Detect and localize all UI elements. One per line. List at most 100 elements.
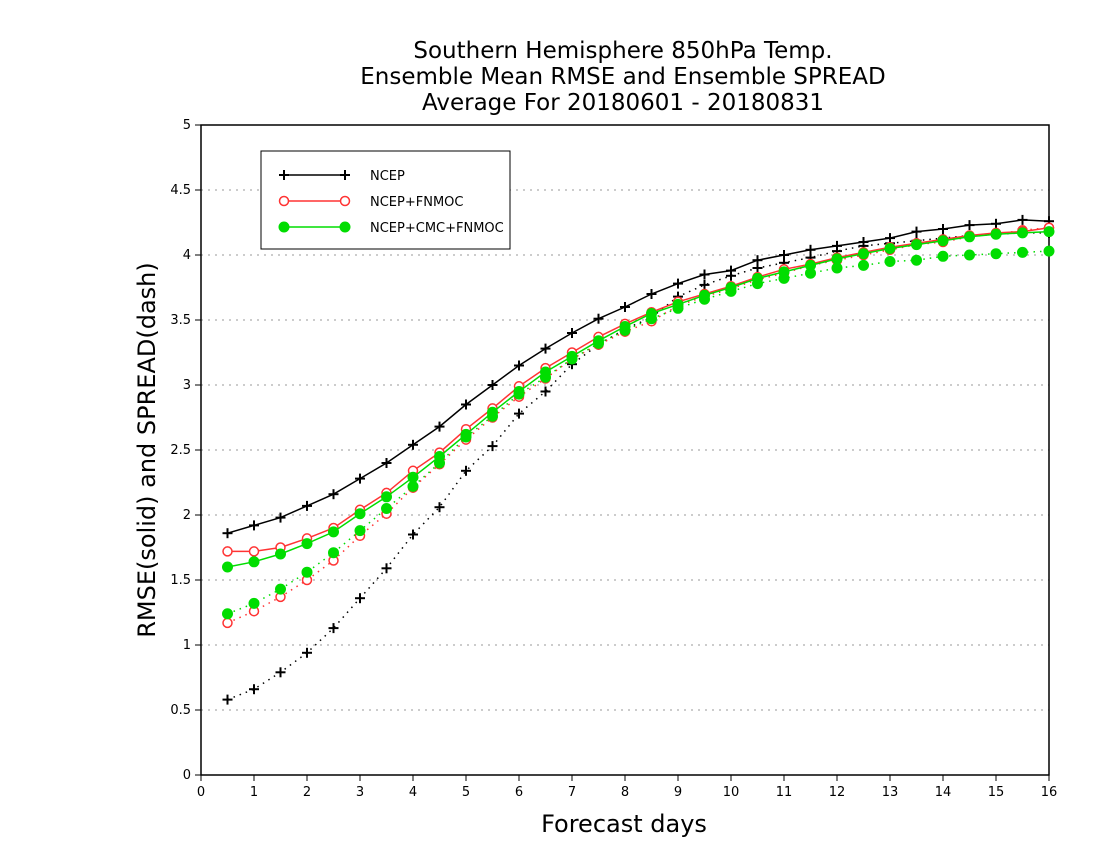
data-point <box>301 566 313 578</box>
series-2-spread <box>222 245 1055 620</box>
y-tick-label: 3 <box>183 378 191 393</box>
legend-marker <box>339 195 351 207</box>
data-point <box>646 289 657 299</box>
data-point <box>646 308 657 319</box>
data-point <box>699 289 710 301</box>
y-tick-label: 2 <box>183 508 191 523</box>
axis-ticks: 00.511.522.533.544.550 1 2 3 4 5 6 7 8 9 10 11 12 13 1… <box>170 118 1057 800</box>
y-tick-label: 2.5 <box>170 443 191 458</box>
data-point <box>858 237 869 247</box>
data-point <box>540 366 551 378</box>
series-0-spread <box>222 227 1054 705</box>
data-point <box>487 380 498 390</box>
legend-marker <box>278 195 290 207</box>
y-tick-label: 3.5 <box>170 313 191 328</box>
x-tick-label: 9 <box>674 785 682 800</box>
data-point <box>302 647 312 658</box>
data-point <box>408 529 418 540</box>
series-line-spread <box>227 250 1050 615</box>
data-point <box>1017 214 1028 225</box>
y-tick-label: 4 <box>183 248 191 263</box>
y-tick-label: 5 <box>183 118 191 133</box>
data-point <box>355 473 365 484</box>
series-2-rmse <box>222 226 1055 573</box>
data-point <box>408 439 418 450</box>
series-1-rmse <box>222 222 1055 557</box>
data-point <box>964 231 975 243</box>
data-point <box>487 406 498 418</box>
legend-label: NCEP <box>370 169 405 184</box>
data-point <box>938 224 948 234</box>
title-line-3: Average For 20180601 - 20180831 <box>422 90 824 116</box>
data-point <box>964 220 975 231</box>
y-axis-label: RMSE(solid) and SPREAD(dash) <box>133 262 161 638</box>
x-tick-label: 6 <box>515 785 523 800</box>
data-point <box>620 302 630 312</box>
data-point <box>407 480 419 492</box>
title-line-2: Ensemble Mean RMSE and Ensemble SPREAD <box>360 64 885 90</box>
x-tick-label: 0 <box>197 785 205 800</box>
chart-title: Southern Hemisphere 850hPa Temp. Ensembl… <box>360 38 885 116</box>
x-tick-label: 2 <box>303 785 311 800</box>
x-tick-label: 13 <box>882 785 899 800</box>
data-point <box>222 608 233 620</box>
x-tick-label: 8 <box>621 785 629 800</box>
data-point <box>964 249 975 261</box>
data-point <box>1043 226 1055 238</box>
legend: NCEP NCEP+FNMOC NCEP+CMC+FNMOC <box>260 150 511 250</box>
x-tick-label: 7 <box>568 785 576 800</box>
data-point <box>911 239 922 251</box>
data-point <box>434 451 445 462</box>
series-line-rmse <box>227 226 1050 553</box>
data-point <box>752 255 763 266</box>
data-point <box>249 684 259 695</box>
data-point <box>487 441 498 452</box>
data-point <box>355 593 365 604</box>
series-1-spread <box>222 222 1055 629</box>
data-point <box>805 244 816 255</box>
data-point <box>1017 227 1028 239</box>
series-line-spread <box>227 232 1049 701</box>
data-point <box>275 548 286 560</box>
series <box>222 214 1055 705</box>
data-point <box>937 250 949 262</box>
data-point <box>937 235 949 247</box>
data-point <box>460 428 472 440</box>
x-tick-label: 4 <box>409 785 417 800</box>
data-point <box>222 617 233 629</box>
data-point <box>911 254 922 266</box>
data-point <box>249 520 259 531</box>
data-point <box>540 386 551 397</box>
legend-label: NCEP+CMC+FNMOC <box>370 221 504 236</box>
data-point <box>884 256 896 267</box>
data-point <box>566 350 578 362</box>
data-point <box>593 335 604 347</box>
data-point <box>514 360 524 371</box>
data-point <box>434 502 445 513</box>
data-point <box>699 269 710 280</box>
data-point <box>407 471 419 483</box>
data-point <box>434 421 445 432</box>
y-tick-label: 0 <box>183 768 191 783</box>
data-point <box>990 228 1002 240</box>
y-tick-label: 1.5 <box>170 573 191 588</box>
data-point <box>778 266 790 278</box>
data-point <box>222 546 233 557</box>
data-point <box>302 500 312 511</box>
data-point <box>381 563 392 574</box>
data-point <box>911 226 922 237</box>
data-point <box>354 508 366 520</box>
data-point <box>275 667 286 678</box>
data-point <box>991 218 1001 229</box>
data-point <box>726 265 736 276</box>
data-point <box>328 526 339 538</box>
series-line-rmse <box>227 219 1050 534</box>
data-point <box>858 259 869 271</box>
data-point <box>752 272 763 284</box>
data-point <box>567 328 577 338</box>
data-point <box>832 240 842 251</box>
data-point <box>461 465 471 476</box>
data-point <box>831 262 843 274</box>
data-point <box>381 503 392 514</box>
data-point <box>513 386 525 397</box>
